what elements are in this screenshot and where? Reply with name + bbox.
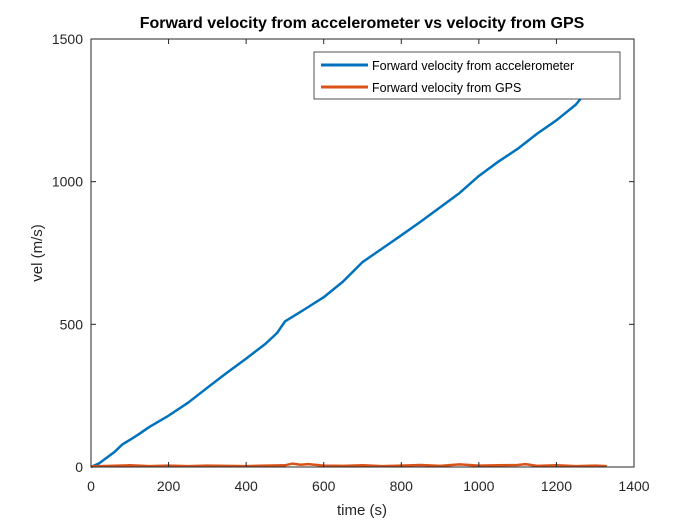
y-tick-label: 0 [75,459,83,475]
y-tick-label: 1000 [52,174,83,190]
x-tick-label: 200 [157,478,181,494]
x-tick-label: 600 [312,478,336,494]
ticks-layer: 0 200 400 600 800 1000 1200 1400 0 500 1000 1500 [52,31,650,494]
y-axis-label: vel (m/s) [29,224,46,282]
x-tick-label: 1200 [541,478,572,494]
legend-label-accelerometer: Forward velocity from accelerometer [372,59,574,73]
x-tick-label: 0 [87,478,95,494]
series-layer [90,98,607,469]
series-line-gps [90,462,607,468]
legend-box [313,51,621,100]
legend: Forward velocity from accelerometer Forw… [313,51,621,100]
x-axis-label: time (s) [337,502,387,519]
x-tick-label: 400 [234,478,258,494]
y-tick-label: 1500 [52,31,83,47]
x-tick-label: 1400 [618,478,649,494]
y-tick-label: 500 [60,316,84,332]
x-tick-label: 800 [390,478,414,494]
plot-area [91,39,634,467]
legend-label-gps: Forward velocity from GPS [372,81,521,95]
plot-box [90,38,635,468]
series-line-accelerometer [90,98,582,469]
x-tick-label: 1000 [463,478,494,494]
chart-title: Forward velocity from accelerometer vs v… [140,15,585,32]
